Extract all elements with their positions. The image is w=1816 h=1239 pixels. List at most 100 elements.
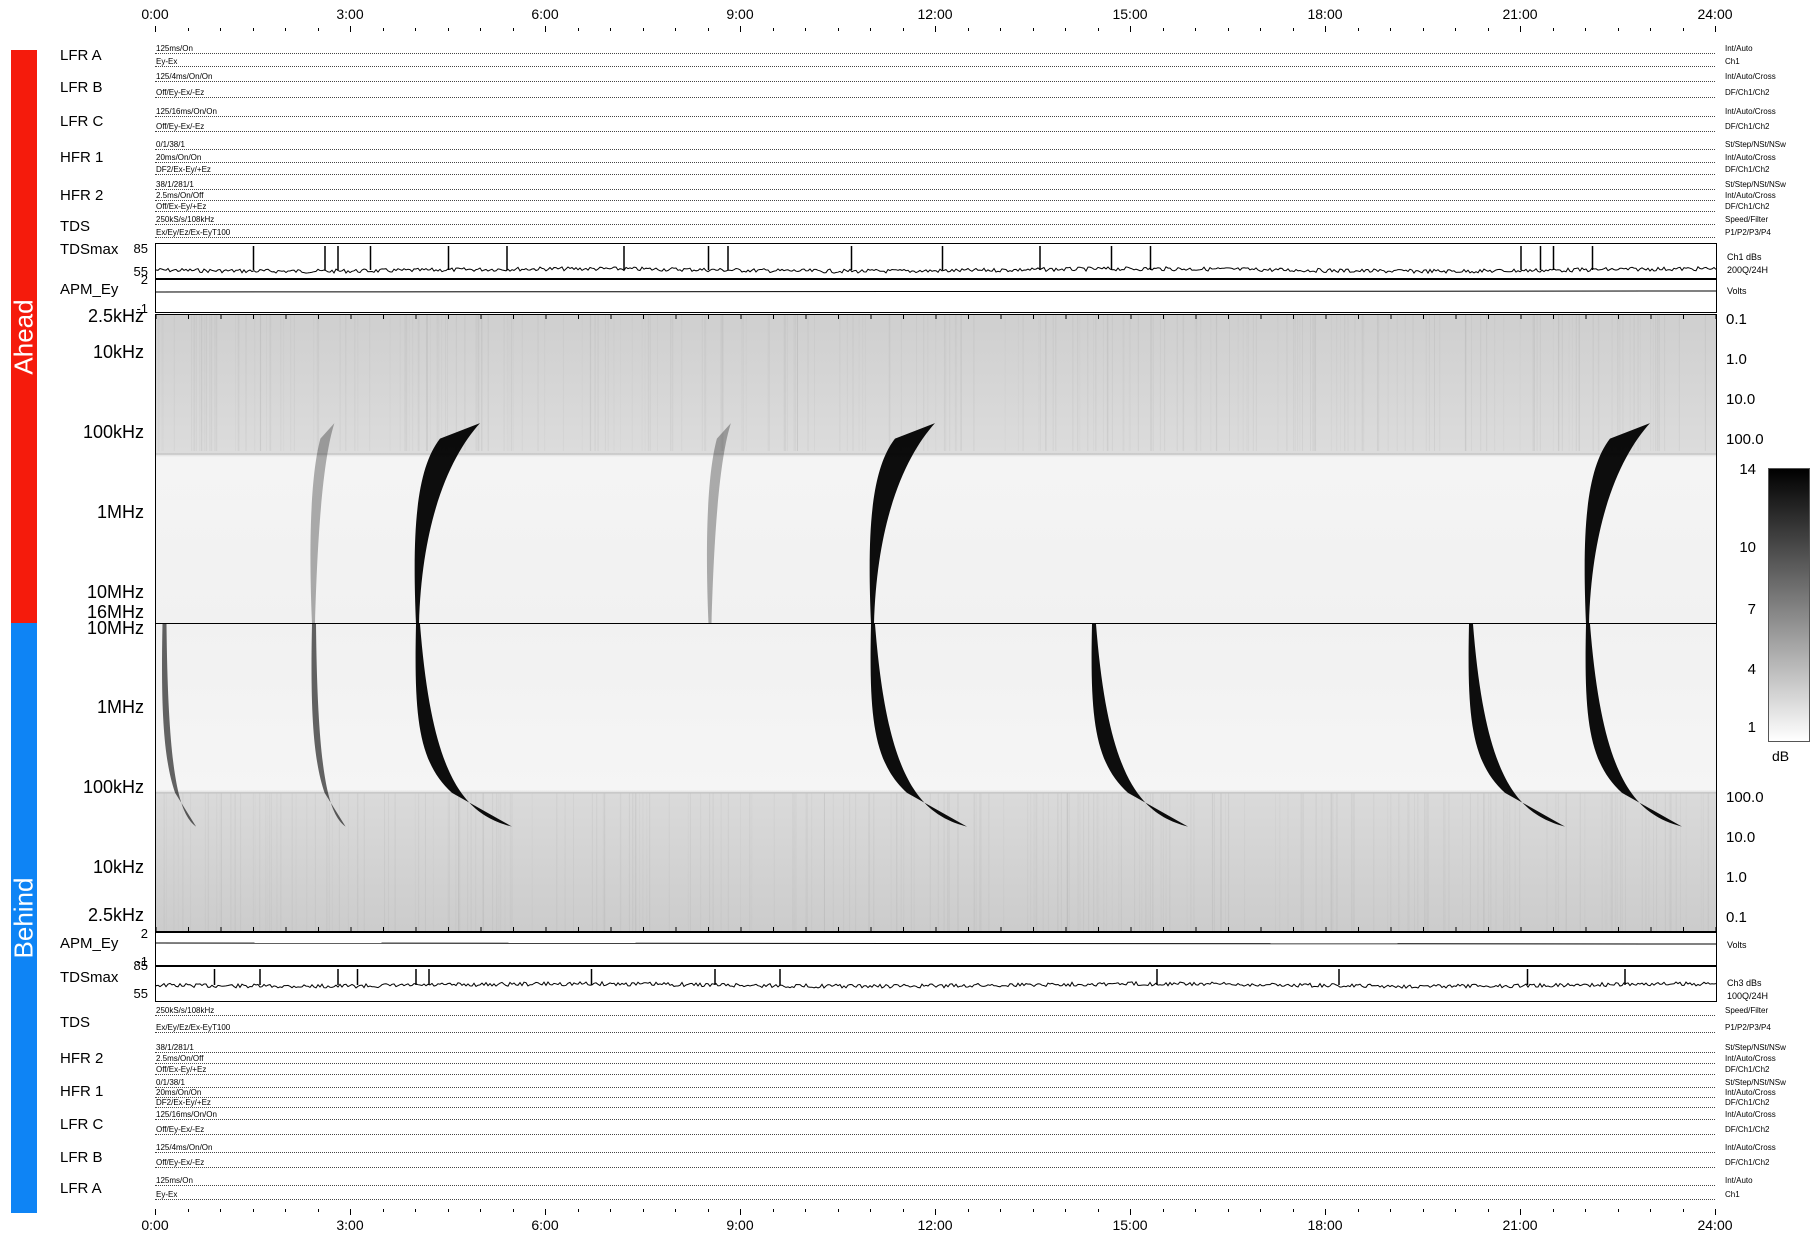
time-minor-tick: [285, 1209, 286, 1212]
instrument-setting: Ex/Ey/Ez/Ex-EyT100: [156, 1022, 231, 1032]
instrument-name: TDS: [60, 1013, 90, 1031]
time-minor-tick: [1357, 28, 1359, 31]
instrument-dotted-line: [155, 1052, 1715, 1053]
time-tick-label: 15:00: [1112, 1217, 1148, 1233]
instrument-mode: St/Step/NSt/NSw: [1725, 1078, 1786, 1087]
instrument-setting: 125/4ms/On/On: [156, 72, 213, 81]
time-minor-tick: [447, 28, 449, 31]
time-minor-tick: [772, 28, 774, 31]
instrument-mode: Int/Auto/Cross: [1725, 190, 1776, 200]
time-minor-tick: [1585, 28, 1586, 31]
instrument-dotted-line: [155, 210, 1715, 212]
instrument-dotted-line: [155, 1073, 1715, 1075]
time-major-tick: [1325, 1209, 1326, 1215]
time-minor-tick: [1260, 1209, 1261, 1212]
instrument-dotted-line: [155, 1031, 1715, 1033]
time-minor-tick: [382, 1209, 384, 1212]
time-major-tick: [1130, 1209, 1131, 1215]
instrument-mode: DF/Ch1/Ch2: [1725, 201, 1770, 211]
time-minor-tick: [480, 1209, 481, 1212]
time-minor-tick: [382, 28, 384, 31]
time-minor-tick: [837, 28, 839, 31]
behind-tdsmax-note2: 100Q/24H: [1727, 991, 1769, 1001]
radio-burst: [1091, 624, 1188, 827]
instrument-dotted-line: [155, 96, 1715, 98]
time-minor-tick: [1227, 28, 1229, 31]
behind-apm-trace: [155, 932, 1717, 966]
ahead-apm-trace: [155, 279, 1717, 313]
instrument-setting: 125/16ms/On/On: [156, 1110, 217, 1119]
time-tick-label: 21:00: [1502, 1217, 1538, 1233]
spectrogram-background: [156, 624, 1716, 931]
time-minor-tick: [252, 1209, 254, 1212]
ahead-apm-label: APM_Ey: [60, 281, 119, 298]
time-major-tick: [935, 26, 936, 32]
time-axis-bottom: 0:00 3:00 6:00 9:00 12:00 15:00 18:00 21:00 24:0…: [141, 1209, 1733, 1239]
instrument-dotted-line: [155, 116, 1715, 117]
time-major-tick: [1520, 1209, 1521, 1215]
time-minor-tick: [1032, 1209, 1034, 1212]
instrument-name: LFR C: [60, 112, 104, 130]
instrument-mode: Int/Auto/Cross: [1725, 72, 1776, 81]
instrument-mode: DF/Ch1/Ch2: [1725, 87, 1770, 97]
time-minor-tick: [577, 1209, 579, 1212]
instrument-mode: Speed/Filter: [1725, 1006, 1769, 1015]
freq-label: 1MHz: [96, 502, 144, 522]
time-tick-label: 24:00: [1697, 1217, 1733, 1233]
behind-tdsmax-note1: Ch3 dBs: [1727, 978, 1762, 988]
tdsmax-line: [155, 266, 1717, 275]
time-minor-tick: [1487, 28, 1489, 31]
instrument-name: HFR 1: [60, 149, 104, 166]
instrument-name: HFR 2: [60, 186, 104, 204]
instrument-dotted-line: [155, 161, 1715, 163]
instrument-row: LFR A 125ms/On Ey-Ex Int/Auto Ch1: [0, 1174, 1816, 1204]
ahead-apm-ybottom: -1: [136, 301, 148, 316]
time-minor-tick: [870, 28, 871, 31]
colorbar-label: 7: [1747, 601, 1756, 618]
instrument-row: LFR C 125/16ms/On/On Off/Ey-Ex/-Ez Int/Auto…: [0, 105, 1816, 138]
colorbar-label: 1: [1747, 719, 1756, 736]
time-tick-label: 9:00: [726, 6, 754, 22]
behind-spectrogram: [155, 623, 1717, 932]
ahead-apm-note: Volts: [1727, 286, 1747, 296]
freq-label: 10kHz: [92, 857, 144, 877]
instrument-mode: DF/Ch1/Ch2: [1725, 1098, 1770, 1107]
tdsmax-line: [155, 980, 1717, 989]
time-major-tick: [935, 1209, 936, 1215]
time-minor-tick: [1195, 1209, 1196, 1212]
radio-burst: [414, 423, 480, 624]
behind-tdsmax-ybottom: 55: [133, 986, 148, 1001]
time-tick-label: 12:00: [917, 6, 953, 22]
time-minor-tick: [1650, 1209, 1651, 1212]
instrument-name: LFR A: [60, 1180, 102, 1197]
instrument-dotted-line: [155, 1167, 1715, 1168]
behind-tdsmax-plot: [155, 969, 1717, 989]
time-tick-label: 24:00: [1697, 6, 1733, 22]
ahead-tdsmax-ytop: 85: [133, 241, 148, 256]
freq-label: 100kHz: [82, 777, 144, 797]
instrument-setting: 38/1/281/1: [156, 180, 194, 189]
freq-label: 10kHz: [92, 342, 144, 362]
time-tick-label: 0:00: [141, 1217, 169, 1233]
instrument-dotted-line: [155, 189, 1715, 190]
time-minor-tick: [967, 1209, 969, 1212]
flux-label: 1.0: [1726, 869, 1747, 886]
time-minor-tick: [707, 1209, 709, 1212]
ahead-tdsmax-label: TDSmax: [60, 241, 119, 258]
instrument-setting: Off/Ey-Ex/-Ez: [156, 1125, 205, 1134]
instrument-row: HFR 1 0/1/38/1 20ms/On/On DF2/Ex-Ey/+Ez St/S…: [0, 138, 1816, 178]
time-minor-tick: [1065, 28, 1066, 31]
time-minor-tick: [1617, 1209, 1619, 1212]
instrument-mode: Int/Auto/Cross: [1725, 1088, 1776, 1097]
instrument-mode: DF/Ch1/Ch2: [1725, 122, 1770, 131]
instrument-mode: DF/Ch1/Ch2: [1725, 165, 1770, 174]
time-major-tick: [1715, 1209, 1716, 1215]
time-minor-tick: [1065, 1209, 1066, 1212]
time-minor-tick: [1650, 28, 1651, 31]
instrument-setting: Off/Ex-Ey/+Ez: [156, 1064, 207, 1074]
ahead-tdsmax-trace: [155, 243, 1717, 279]
time-tick-label: 0:00: [141, 6, 169, 22]
instrument-mode: St/Step/NSt/NSw: [1725, 140, 1786, 149]
time-minor-tick: [317, 28, 319, 31]
ahead-tdsmax-plot: [155, 246, 1717, 275]
